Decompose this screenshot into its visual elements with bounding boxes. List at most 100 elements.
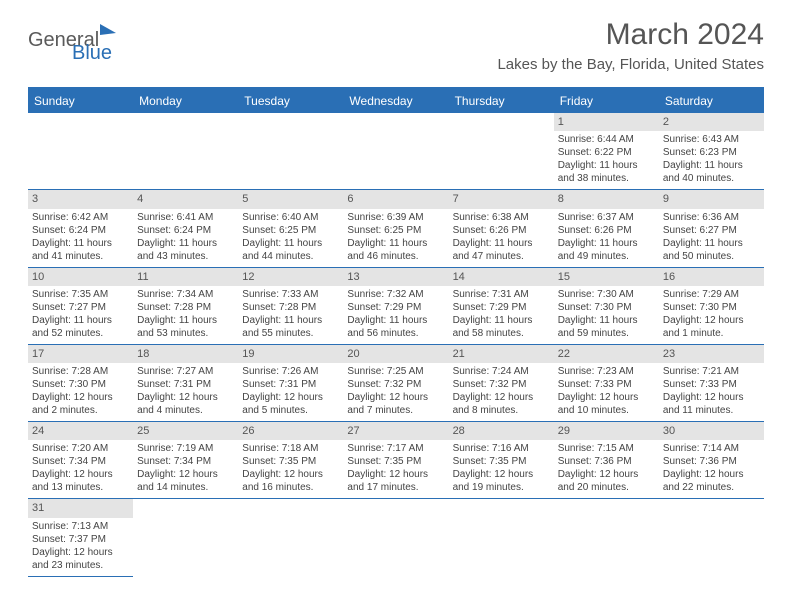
sunrise-line: Sunrise: 7:26 AM <box>242 365 339 378</box>
logo: GeneralBlue <box>28 18 118 65</box>
daylight-line-2: and 10 minutes. <box>558 404 655 417</box>
sunset-line: Sunset: 7:28 PM <box>242 301 339 314</box>
day-details: Sunrise: 6:37 AMSunset: 6:26 PMDaylight:… <box>554 209 659 267</box>
sunrise-line: Sunrise: 7:25 AM <box>347 365 444 378</box>
daylight-line-2: and 16 minutes. <box>242 481 339 494</box>
daylight-line-1: Daylight: 12 hours <box>663 391 760 404</box>
day-number: 13 <box>343 268 448 286</box>
daylight-line-1: Daylight: 11 hours <box>32 237 129 250</box>
calendar-cell: 5Sunrise: 6:40 AMSunset: 6:25 PMDaylight… <box>238 190 343 266</box>
calendar-cell: 6Sunrise: 6:39 AMSunset: 6:25 PMDaylight… <box>343 190 448 266</box>
sunset-line: Sunset: 7:30 PM <box>32 378 129 391</box>
sunset-line: Sunset: 6:25 PM <box>242 224 339 237</box>
day-details: Sunrise: 7:28 AMSunset: 7:30 PMDaylight:… <box>28 363 133 421</box>
daylight-line-1: Daylight: 11 hours <box>32 314 129 327</box>
daylight-line-1: Daylight: 11 hours <box>453 314 550 327</box>
sunrise-line: Sunrise: 7:17 AM <box>347 442 444 455</box>
calendar-cell: 8Sunrise: 6:37 AMSunset: 6:26 PMDaylight… <box>554 190 659 266</box>
daylight-line-2: and 22 minutes. <box>663 481 760 494</box>
day-number: 27 <box>343 422 448 440</box>
calendar-cell: 26Sunrise: 7:18 AMSunset: 7:35 PMDayligh… <box>238 422 343 498</box>
day-number: 14 <box>449 268 554 286</box>
sunset-line: Sunset: 7:27 PM <box>32 301 129 314</box>
week-row: 31Sunrise: 7:13 AMSunset: 7:37 PMDayligh… <box>28 499 764 576</box>
day-details: Sunrise: 7:27 AMSunset: 7:31 PMDaylight:… <box>133 363 238 421</box>
week-row: 3Sunrise: 6:42 AMSunset: 6:24 PMDaylight… <box>28 190 764 267</box>
calendar-cell: 1Sunrise: 6:44 AMSunset: 6:22 PMDaylight… <box>554 113 659 189</box>
empty-day-number <box>343 113 448 130</box>
daylight-line-2: and 58 minutes. <box>453 327 550 340</box>
day-header-row: SundayMondayTuesdayWednesdayThursdayFrid… <box>28 89 764 113</box>
day-number: 15 <box>554 268 659 286</box>
calendar-cell <box>133 499 238 576</box>
sunrise-line: Sunrise: 7:28 AM <box>32 365 129 378</box>
header-right: March 2024 Lakes by the Bay, Florida, Un… <box>497 18 764 73</box>
daylight-line-1: Daylight: 12 hours <box>558 391 655 404</box>
daylight-line-1: Daylight: 12 hours <box>137 391 234 404</box>
day-details: Sunrise: 7:29 AMSunset: 7:30 PMDaylight:… <box>659 286 764 344</box>
daylight-line-2: and 49 minutes. <box>558 250 655 263</box>
calendar-cell: 22Sunrise: 7:23 AMSunset: 7:33 PMDayligh… <box>554 345 659 421</box>
sunrise-line: Sunrise: 7:27 AM <box>137 365 234 378</box>
day-header-sunday: Sunday <box>28 89 133 113</box>
daylight-line-1: Daylight: 12 hours <box>32 546 129 559</box>
calendar-cell: 20Sunrise: 7:25 AMSunset: 7:32 PMDayligh… <box>343 345 448 421</box>
daylight-line-2: and 52 minutes. <box>32 327 129 340</box>
daylight-line-2: and 47 minutes. <box>453 250 550 263</box>
daylight-line-2: and 43 minutes. <box>137 250 234 263</box>
sunrise-line: Sunrise: 6:40 AM <box>242 211 339 224</box>
daylight-line-1: Daylight: 12 hours <box>242 468 339 481</box>
daylight-line-1: Daylight: 12 hours <box>347 391 444 404</box>
day-details: Sunrise: 7:25 AMSunset: 7:32 PMDaylight:… <box>343 363 448 421</box>
sunset-line: Sunset: 6:24 PM <box>137 224 234 237</box>
daylight-line-1: Daylight: 11 hours <box>137 314 234 327</box>
daylight-line-2: and 59 minutes. <box>558 327 655 340</box>
calendar-cell <box>659 499 764 576</box>
week-row: 24Sunrise: 7:20 AMSunset: 7:34 PMDayligh… <box>28 422 764 499</box>
sunset-line: Sunset: 6:23 PM <box>663 146 760 159</box>
daylight-line-2: and 8 minutes. <box>453 404 550 417</box>
daylight-line-2: and 41 minutes. <box>32 250 129 263</box>
calendar-cell: 2Sunrise: 6:43 AMSunset: 6:23 PMDaylight… <box>659 113 764 189</box>
header: GeneralBlue March 2024 Lakes by the Bay,… <box>0 0 792 79</box>
sunrise-line: Sunrise: 7:32 AM <box>347 288 444 301</box>
sunrise-line: Sunrise: 7:14 AM <box>663 442 760 455</box>
calendar-cell <box>449 499 554 576</box>
day-details: Sunrise: 6:40 AMSunset: 6:25 PMDaylight:… <box>238 209 343 267</box>
day-details: Sunrise: 6:44 AMSunset: 6:22 PMDaylight:… <box>554 131 659 189</box>
daylight-line-1: Daylight: 12 hours <box>453 468 550 481</box>
daylight-line-1: Daylight: 11 hours <box>558 159 655 172</box>
sunrise-line: Sunrise: 6:44 AM <box>558 133 655 146</box>
day-details: Sunrise: 7:24 AMSunset: 7:32 PMDaylight:… <box>449 363 554 421</box>
day-details: Sunrise: 7:18 AMSunset: 7:35 PMDaylight:… <box>238 440 343 498</box>
day-details: Sunrise: 6:43 AMSunset: 6:23 PMDaylight:… <box>659 131 764 189</box>
daylight-line-1: Daylight: 12 hours <box>32 468 129 481</box>
daylight-line-2: and 50 minutes. <box>663 250 760 263</box>
sunset-line: Sunset: 7:36 PM <box>663 455 760 468</box>
calendar-cell: 9Sunrise: 6:36 AMSunset: 6:27 PMDaylight… <box>659 190 764 266</box>
day-number: 30 <box>659 422 764 440</box>
daylight-line-2: and 40 minutes. <box>663 172 760 185</box>
day-number: 29 <box>554 422 659 440</box>
sunset-line: Sunset: 7:30 PM <box>558 301 655 314</box>
daylight-line-1: Daylight: 12 hours <box>242 391 339 404</box>
day-details: Sunrise: 7:31 AMSunset: 7:29 PMDaylight:… <box>449 286 554 344</box>
empty-day-number <box>238 113 343 130</box>
daylight-line-1: Daylight: 12 hours <box>347 468 444 481</box>
calendar-cell <box>449 113 554 189</box>
daylight-line-2: and 44 minutes. <box>242 250 339 263</box>
day-header-tuesday: Tuesday <box>238 89 343 113</box>
day-details: Sunrise: 6:39 AMSunset: 6:25 PMDaylight:… <box>343 209 448 267</box>
daylight-line-2: and 14 minutes. <box>137 481 234 494</box>
sunset-line: Sunset: 6:25 PM <box>347 224 444 237</box>
day-details: Sunrise: 7:16 AMSunset: 7:35 PMDaylight:… <box>449 440 554 498</box>
week-row: 1Sunrise: 6:44 AMSunset: 6:22 PMDaylight… <box>28 113 764 190</box>
daylight-line-2: and 53 minutes. <box>137 327 234 340</box>
day-details: Sunrise: 7:21 AMSunset: 7:33 PMDaylight:… <box>659 363 764 421</box>
daylight-line-2: and 1 minute. <box>663 327 760 340</box>
daylight-line-2: and 13 minutes. <box>32 481 129 494</box>
day-header-saturday: Saturday <box>659 89 764 113</box>
calendar-cell: 16Sunrise: 7:29 AMSunset: 7:30 PMDayligh… <box>659 268 764 344</box>
daylight-line-2: and 7 minutes. <box>347 404 444 417</box>
month-title: March 2024 <box>497 18 764 52</box>
